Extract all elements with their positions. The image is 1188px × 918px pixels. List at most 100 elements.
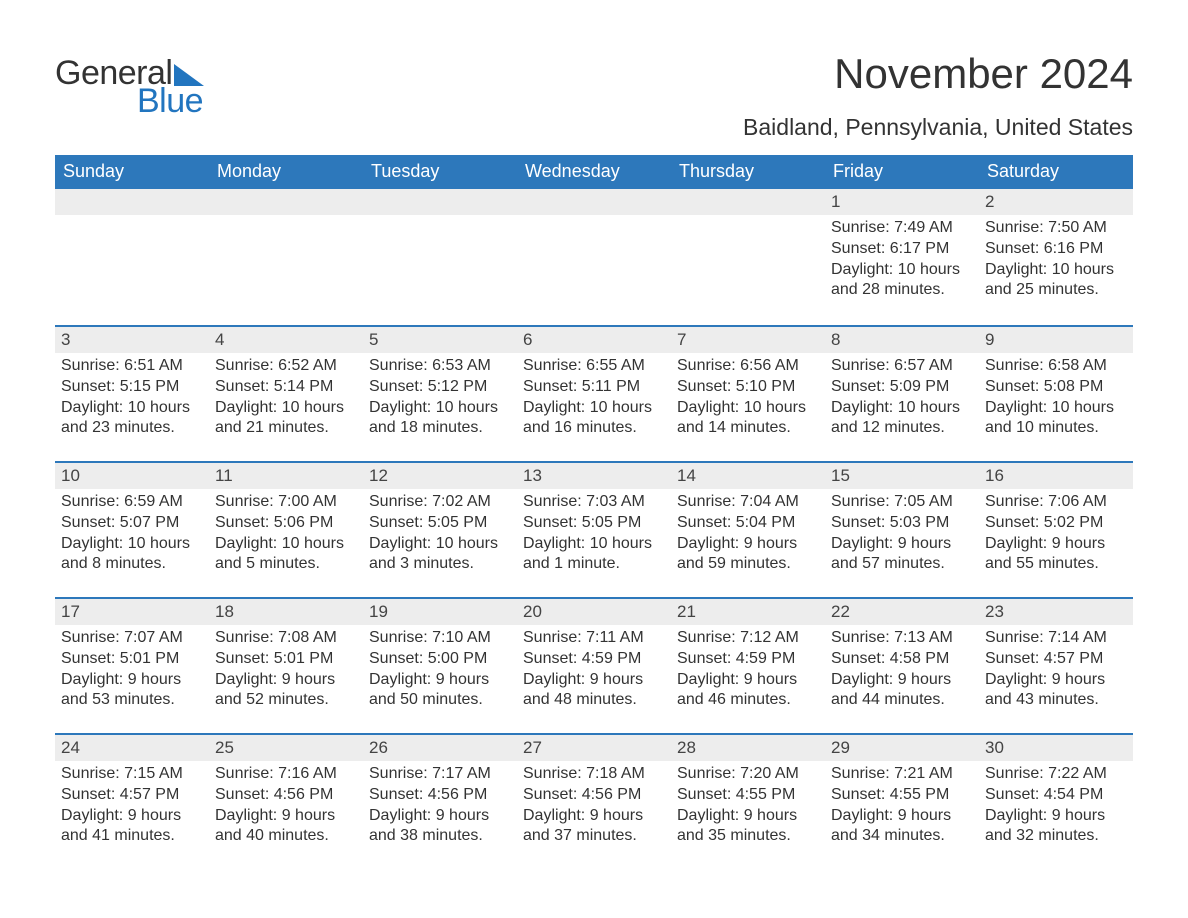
day-sunrise: Sunrise: 7:21 AM	[831, 764, 973, 785]
day-body: Sunrise: 7:00 AMSunset: 5:06 PMDaylight:…	[209, 489, 363, 585]
day-sunset: Sunset: 5:05 PM	[369, 513, 511, 534]
day-sunset: Sunset: 4:54 PM	[985, 785, 1127, 806]
day-sunset: Sunset: 4:56 PM	[369, 785, 511, 806]
day-body: Sunrise: 7:49 AMSunset: 6:17 PMDaylight:…	[825, 215, 979, 311]
logo: General Blue	[55, 50, 204, 121]
day-cell: 28Sunrise: 7:20 AMSunset: 4:55 PMDayligh…	[671, 735, 825, 869]
day-cell: 6Sunrise: 6:55 AMSunset: 5:11 PMDaylight…	[517, 327, 671, 461]
day-number: 27	[517, 735, 671, 761]
day-cell	[363, 189, 517, 325]
day-day2: and 23 minutes.	[61, 418, 203, 439]
day-day1: Daylight: 9 hours	[61, 806, 203, 827]
day-sunset: Sunset: 5:01 PM	[215, 649, 357, 670]
day-cell: 9Sunrise: 6:58 AMSunset: 5:08 PMDaylight…	[979, 327, 1133, 461]
day-day2: and 32 minutes.	[985, 826, 1127, 847]
day-day2: and 10 minutes.	[985, 418, 1127, 439]
day-number: 2	[979, 189, 1133, 215]
day-cell: 22Sunrise: 7:13 AMSunset: 4:58 PMDayligh…	[825, 599, 979, 733]
day-body: Sunrise: 6:58 AMSunset: 5:08 PMDaylight:…	[979, 353, 1133, 449]
day-number: 28	[671, 735, 825, 761]
day-cell: 21Sunrise: 7:12 AMSunset: 4:59 PMDayligh…	[671, 599, 825, 733]
day-number: 26	[363, 735, 517, 761]
day-day2: and 44 minutes.	[831, 690, 973, 711]
day-sunrise: Sunrise: 7:06 AM	[985, 492, 1127, 513]
day-number: 5	[363, 327, 517, 353]
day-body: Sunrise: 6:56 AMSunset: 5:10 PMDaylight:…	[671, 353, 825, 449]
day-number: 10	[55, 463, 209, 489]
day-day2: and 37 minutes.	[523, 826, 665, 847]
day-sunrise: Sunrise: 6:56 AM	[677, 356, 819, 377]
day-body: Sunrise: 6:57 AMSunset: 5:09 PMDaylight:…	[825, 353, 979, 449]
day-cell: 10Sunrise: 6:59 AMSunset: 5:07 PMDayligh…	[55, 463, 209, 597]
day-cell: 4Sunrise: 6:52 AMSunset: 5:14 PMDaylight…	[209, 327, 363, 461]
day-day2: and 12 minutes.	[831, 418, 973, 439]
day-sunrise: Sunrise: 7:16 AM	[215, 764, 357, 785]
day-sunset: Sunset: 5:02 PM	[985, 513, 1127, 534]
day-day1: Daylight: 9 hours	[985, 670, 1127, 691]
day-body: Sunrise: 7:03 AMSunset: 5:05 PMDaylight:…	[517, 489, 671, 585]
day-day1: Daylight: 9 hours	[215, 806, 357, 827]
empty-day	[363, 189, 517, 215]
day-body: Sunrise: 7:08 AMSunset: 5:01 PMDaylight:…	[209, 625, 363, 721]
day-sunset: Sunset: 5:14 PM	[215, 377, 357, 398]
day-of-week-header: SundayMondayTuesdayWednesdayThursdayFrid…	[55, 155, 1133, 189]
day-sunset: Sunset: 5:06 PM	[215, 513, 357, 534]
day-body: Sunrise: 7:11 AMSunset: 4:59 PMDaylight:…	[517, 625, 671, 721]
day-number: 21	[671, 599, 825, 625]
day-cell: 5Sunrise: 6:53 AMSunset: 5:12 PMDaylight…	[363, 327, 517, 461]
day-body: Sunrise: 6:55 AMSunset: 5:11 PMDaylight:…	[517, 353, 671, 449]
day-number: 12	[363, 463, 517, 489]
day-sunset: Sunset: 4:55 PM	[677, 785, 819, 806]
day-cell	[671, 189, 825, 325]
day-sunrise: Sunrise: 6:57 AM	[831, 356, 973, 377]
day-day2: and 18 minutes.	[369, 418, 511, 439]
day-number: 23	[979, 599, 1133, 625]
day-day1: Daylight: 10 hours	[677, 398, 819, 419]
day-number: 30	[979, 735, 1133, 761]
day-day2: and 40 minutes.	[215, 826, 357, 847]
day-day1: Daylight: 9 hours	[831, 534, 973, 555]
day-sunrise: Sunrise: 7:15 AM	[61, 764, 203, 785]
dow-cell: Tuesday	[363, 155, 517, 189]
day-body: Sunrise: 7:10 AMSunset: 5:00 PMDaylight:…	[363, 625, 517, 721]
day-sunrise: Sunrise: 7:18 AM	[523, 764, 665, 785]
day-day2: and 50 minutes.	[369, 690, 511, 711]
day-sunrise: Sunrise: 7:50 AM	[985, 218, 1127, 239]
day-day2: and 5 minutes.	[215, 554, 357, 575]
empty-day	[55, 189, 209, 215]
day-body: Sunrise: 7:20 AMSunset: 4:55 PMDaylight:…	[671, 761, 825, 857]
day-body: Sunrise: 7:02 AMSunset: 5:05 PMDaylight:…	[363, 489, 517, 585]
week-row: 1Sunrise: 7:49 AMSunset: 6:17 PMDaylight…	[55, 189, 1133, 325]
day-number: 22	[825, 599, 979, 625]
day-cell: 23Sunrise: 7:14 AMSunset: 4:57 PMDayligh…	[979, 599, 1133, 733]
day-day1: Daylight: 9 hours	[831, 806, 973, 827]
day-sunrise: Sunrise: 7:05 AM	[831, 492, 973, 513]
day-day1: Daylight: 9 hours	[677, 534, 819, 555]
day-cell: 7Sunrise: 6:56 AMSunset: 5:10 PMDaylight…	[671, 327, 825, 461]
day-body: Sunrise: 6:51 AMSunset: 5:15 PMDaylight:…	[55, 353, 209, 449]
day-sunrise: Sunrise: 7:12 AM	[677, 628, 819, 649]
week-row: 24Sunrise: 7:15 AMSunset: 4:57 PMDayligh…	[55, 733, 1133, 869]
day-body: Sunrise: 7:22 AMSunset: 4:54 PMDaylight:…	[979, 761, 1133, 857]
day-sunset: Sunset: 5:05 PM	[523, 513, 665, 534]
day-day2: and 25 minutes.	[985, 280, 1127, 301]
day-day2: and 59 minutes.	[677, 554, 819, 575]
day-body: Sunrise: 7:15 AMSunset: 4:57 PMDaylight:…	[55, 761, 209, 857]
day-day1: Daylight: 10 hours	[215, 398, 357, 419]
day-sunset: Sunset: 5:08 PM	[985, 377, 1127, 398]
day-day2: and 46 minutes.	[677, 690, 819, 711]
day-sunset: Sunset: 5:07 PM	[61, 513, 203, 534]
day-sunset: Sunset: 4:55 PM	[831, 785, 973, 806]
day-cell	[55, 189, 209, 325]
day-number: 8	[825, 327, 979, 353]
day-day2: and 48 minutes.	[523, 690, 665, 711]
day-cell: 2Sunrise: 7:50 AMSunset: 6:16 PMDaylight…	[979, 189, 1133, 325]
day-day2: and 3 minutes.	[369, 554, 511, 575]
day-sunset: Sunset: 6:16 PM	[985, 239, 1127, 260]
dow-cell: Monday	[209, 155, 363, 189]
day-body: Sunrise: 7:16 AMSunset: 4:56 PMDaylight:…	[209, 761, 363, 857]
day-day2: and 38 minutes.	[369, 826, 511, 847]
day-number: 29	[825, 735, 979, 761]
day-day2: and 28 minutes.	[831, 280, 973, 301]
day-sunset: Sunset: 6:17 PM	[831, 239, 973, 260]
